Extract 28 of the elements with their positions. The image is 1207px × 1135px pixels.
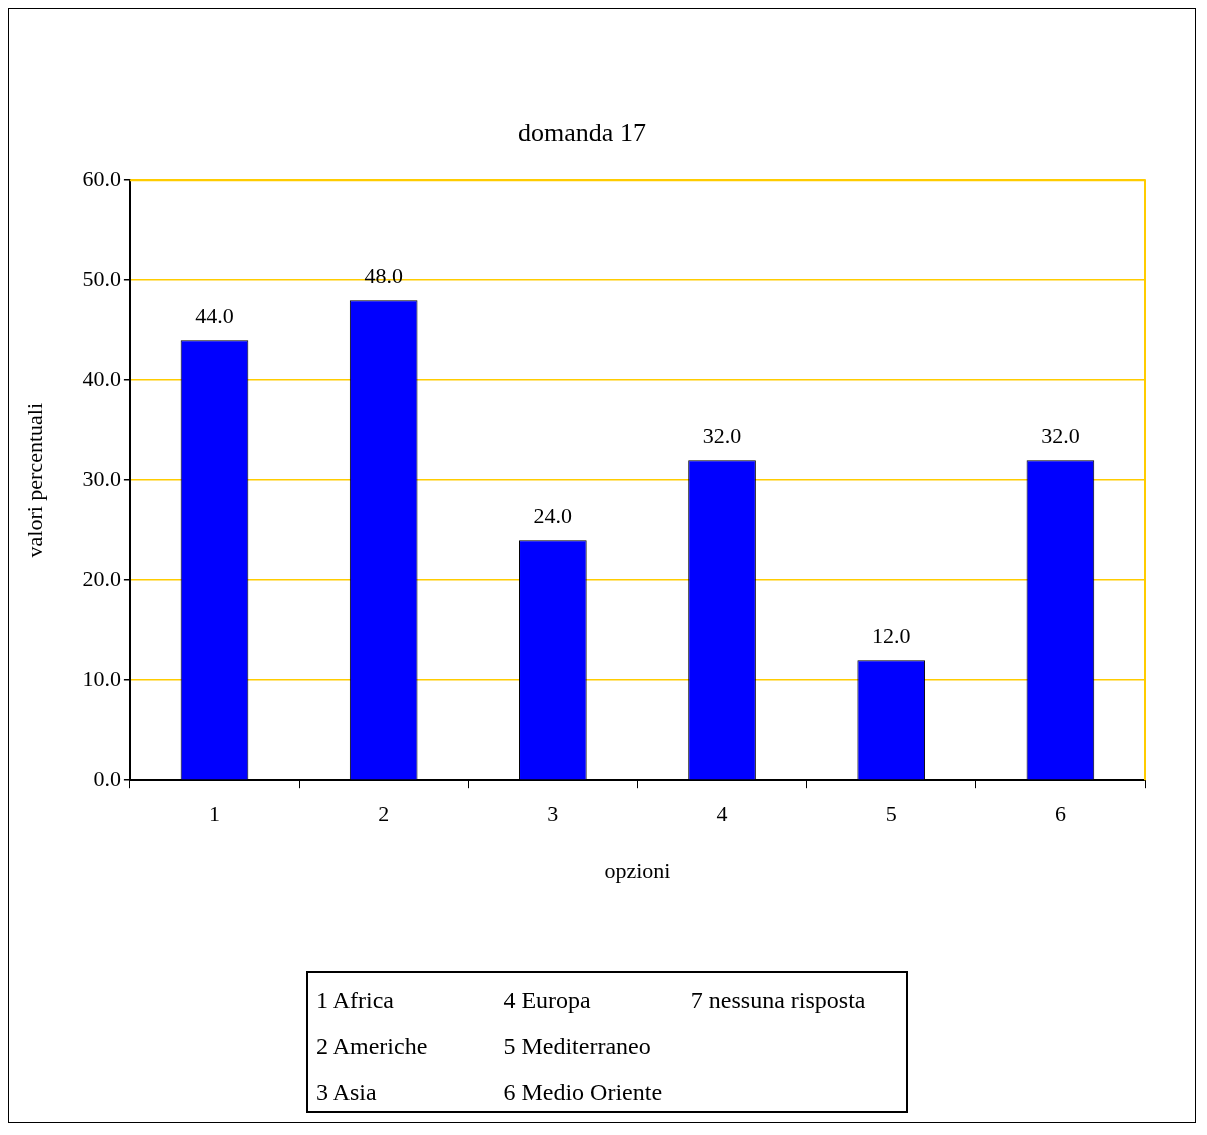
data-label: 32.0 [702, 422, 742, 448]
data-label: 24.0 [533, 502, 573, 528]
text: 2 Americhe [316, 1032, 429, 1061]
y-tick-label: 0.0 [93, 765, 121, 791]
x-tick-label: 1 [208, 801, 220, 827]
y-tick-label: 10.0 [82, 665, 121, 691]
data-label: 32.0 [1041, 422, 1080, 448]
y-tick-label: 60.0 [82, 165, 121, 191]
text: 4 Europa [503, 986, 592, 1015]
text: 6 Medio Oriente [503, 1078, 664, 1107]
y-tick-label: 20.0 [82, 565, 121, 591]
x-tick-label: 5 [885, 801, 897, 827]
text: 1 Africa [316, 986, 395, 1015]
x-tick-label: 4 [716, 801, 728, 827]
x-tick-label: 2 [378, 801, 390, 827]
x-tick-label: 6 [1054, 801, 1066, 827]
text: 5 Mediterraneo [503, 1032, 652, 1061]
data-label: 12.0 [871, 622, 911, 648]
y-axis-title: valori percentuali [21, 402, 47, 558]
y-tick-label: 50.0 [82, 265, 121, 291]
text: 7 nessuna risposta [690, 986, 867, 1015]
y-tick-label: 40.0 [82, 365, 121, 391]
data-label: 44.0 [195, 302, 234, 328]
x-tick-label: 3 [547, 801, 559, 827]
y-tick-label: 30.0 [82, 465, 121, 491]
chart-title: domanda 17 [518, 118, 646, 148]
text: 3 Asia [316, 1078, 378, 1107]
x-axis-title: opzioni [604, 857, 671, 883]
